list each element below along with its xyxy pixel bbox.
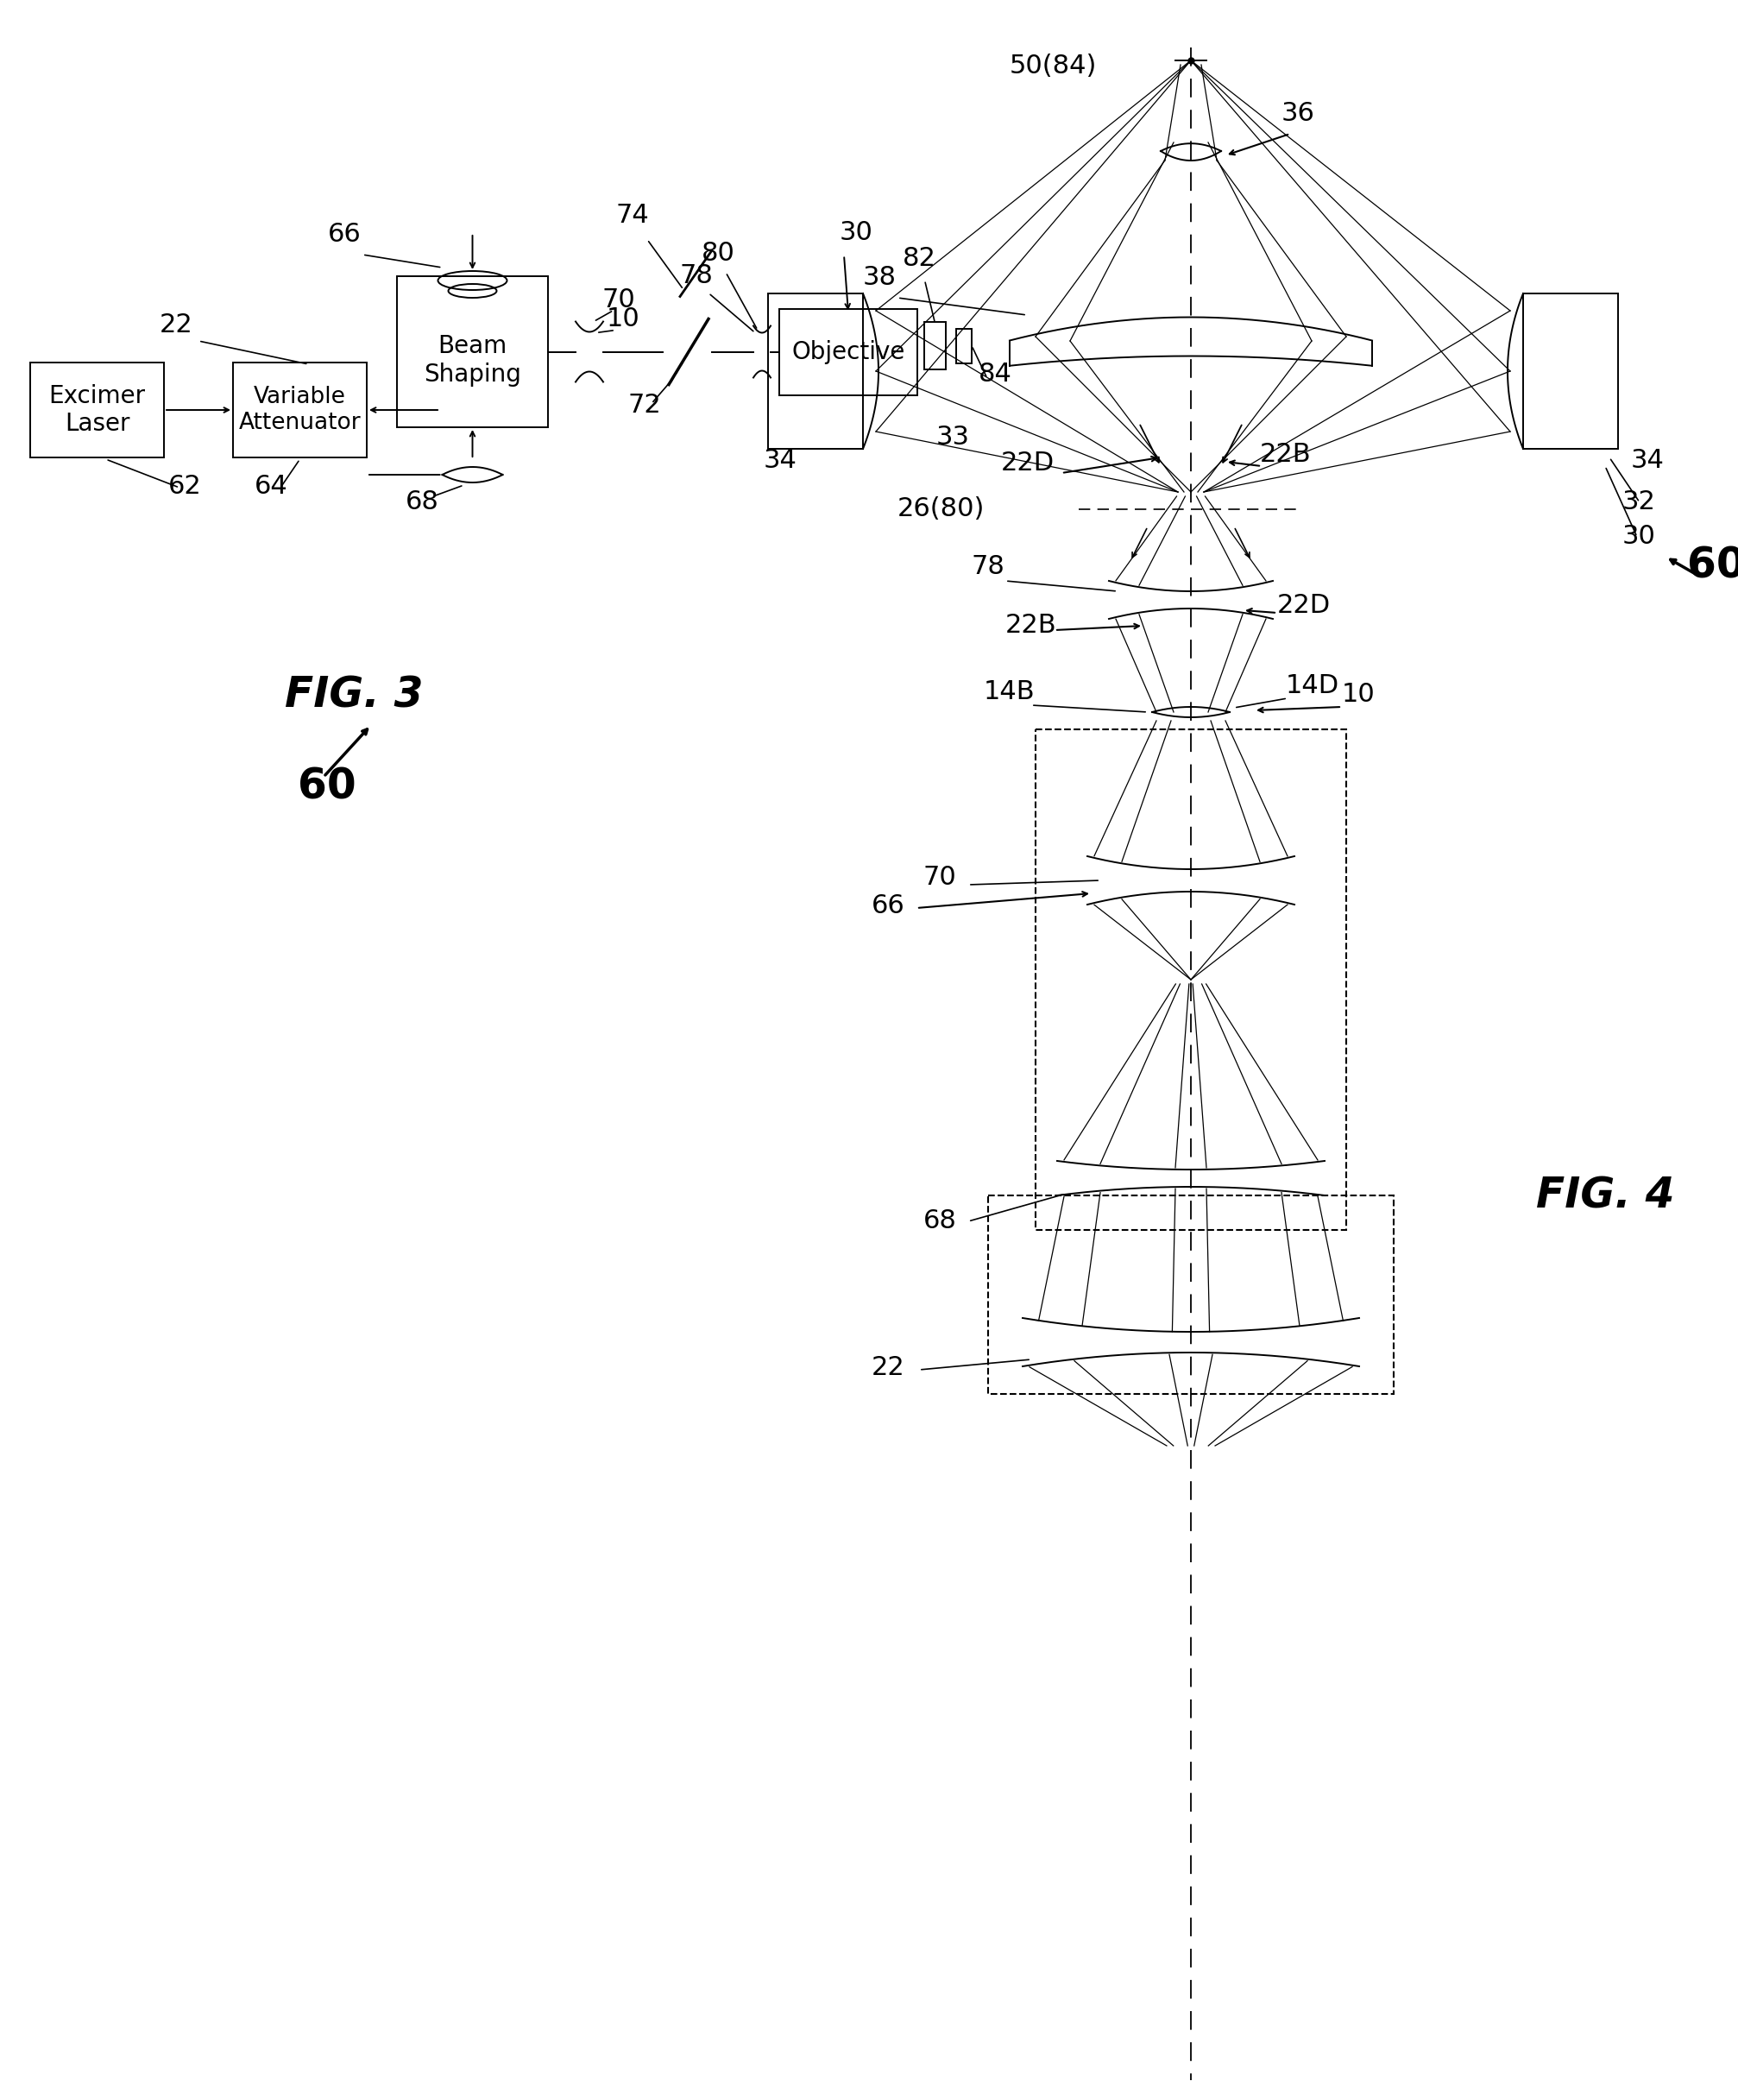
Text: 60: 60 — [297, 766, 356, 806]
Text: 30: 30 — [1622, 523, 1656, 548]
Text: 22B: 22B — [1005, 613, 1057, 638]
Text: FIG. 4: FIG. 4 — [1536, 1176, 1675, 1218]
Text: 62: 62 — [169, 475, 202, 500]
Text: 78: 78 — [680, 262, 714, 288]
Text: Excimer
Laser: Excimer Laser — [49, 384, 146, 437]
Text: 30: 30 — [839, 220, 872, 246]
Bar — [925, 321, 945, 370]
Text: 10: 10 — [1342, 682, 1375, 708]
Text: 22: 22 — [160, 313, 193, 338]
Bar — [396, 277, 547, 426]
Bar — [956, 328, 972, 363]
Text: 22: 22 — [871, 1354, 905, 1380]
Text: Variable
Attenuator: Variable Attenuator — [238, 386, 362, 435]
Bar — [989, 1195, 1394, 1394]
Text: 60A: 60A — [1688, 546, 1738, 586]
Text: 36: 36 — [1281, 101, 1316, 126]
Text: 22D: 22D — [1001, 452, 1055, 475]
Text: 33: 33 — [937, 424, 970, 449]
Text: 22D: 22D — [1277, 592, 1331, 617]
Text: 32: 32 — [1622, 489, 1656, 514]
Text: 66: 66 — [871, 892, 905, 918]
Text: 14B: 14B — [984, 678, 1036, 704]
Bar — [779, 309, 918, 395]
Text: 26(80): 26(80) — [897, 496, 985, 521]
Text: 70: 70 — [603, 288, 636, 313]
Text: 34: 34 — [763, 447, 798, 473]
Text: 68: 68 — [923, 1208, 958, 1233]
Text: 34: 34 — [1630, 447, 1665, 473]
Text: 50(84): 50(84) — [1010, 52, 1097, 78]
Bar — [30, 363, 163, 458]
Text: 82: 82 — [902, 246, 937, 271]
Text: 72: 72 — [627, 393, 662, 418]
Text: Beam
Shaping: Beam Shaping — [424, 334, 521, 386]
Bar — [233, 363, 367, 458]
Text: FIG. 3: FIG. 3 — [285, 674, 424, 716]
Bar — [1036, 729, 1347, 1231]
Text: 80: 80 — [702, 242, 735, 267]
Text: 64: 64 — [254, 475, 289, 500]
Text: 70: 70 — [923, 865, 958, 890]
Text: 14D: 14D — [1286, 674, 1340, 699]
Text: 78: 78 — [972, 554, 1005, 580]
Text: 22B: 22B — [1260, 441, 1312, 466]
Text: 68: 68 — [405, 489, 440, 514]
Text: 74: 74 — [615, 202, 648, 227]
Text: 10: 10 — [607, 307, 640, 332]
Text: Objective: Objective — [791, 340, 905, 363]
Text: 38: 38 — [864, 265, 897, 290]
Text: 66: 66 — [328, 223, 362, 248]
Text: 84: 84 — [978, 361, 1012, 386]
Bar — [768, 294, 864, 449]
Bar — [1522, 294, 1618, 449]
